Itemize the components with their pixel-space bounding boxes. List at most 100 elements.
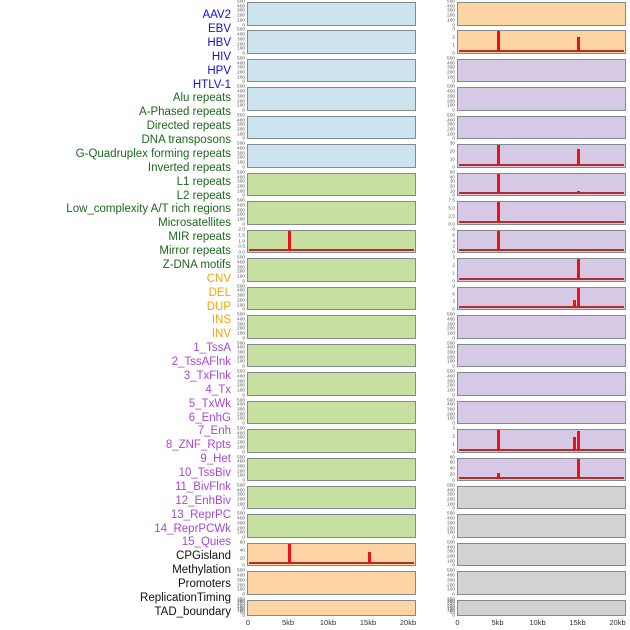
y-tick-label: 500: [237, 255, 245, 261]
track-panel: [247, 542, 416, 567]
y-tick-label: 100: [237, 188, 245, 194]
y-tick-label: 2: [451, 35, 455, 41]
y-tick-label: 300: [237, 264, 245, 270]
y-tick-label: 300: [237, 8, 245, 14]
y-tick-label: 0.5: [238, 244, 245, 250]
feature-label: ReplicationTiming: [140, 591, 231, 604]
y-tick-label: 0: [451, 364, 455, 370]
track-panel: [456, 429, 626, 453]
y-tick-label: 200: [237, 184, 245, 189]
track-panel: [456, 343, 626, 368]
track-panel: [247, 258, 416, 282]
y-tick-label: 3: [451, 27, 455, 33]
y-tick-label: 200: [237, 468, 245, 474]
y-tick-label: 0: [451, 449, 455, 455]
track-panel: [456, 30, 626, 54]
y-tick-label: 400: [237, 260, 245, 265]
y-tick-label: 300: [237, 179, 245, 185]
y-tick-label: 100: [446, 608, 455, 614]
y-tick-label: 4: [451, 238, 455, 244]
y-tick-label: 500: [237, 369, 245, 375]
y-tick-label: 0: [242, 563, 245, 569]
y-tick-label: 0: [242, 22, 245, 28]
signal-spike-bar: [577, 287, 580, 309]
track-panel: [456, 485, 626, 510]
y-tick-label: 3: [451, 299, 455, 305]
y-tick-label: 400: [237, 487, 245, 493]
y-tick-label: 500: [237, 340, 245, 346]
y-tick-label: 300: [237, 350, 245, 356]
y-tick-label: 60: [239, 540, 245, 545]
y-tick-label: 200: [237, 355, 245, 360]
track-panel: [247, 30, 416, 54]
track-panel: [247, 571, 416, 595]
y-tick-label: 250: [237, 601, 245, 607]
y-tick-label: 100: [446, 388, 455, 393]
signal-baseline: [458, 49, 624, 52]
y-tick-label: 500: [237, 170, 245, 175]
y-tick-label: 400: [446, 3, 455, 9]
y-tick-label: 100: [446, 416, 455, 422]
y-tick-label: 500: [446, 511, 455, 517]
track-panel: [456, 542, 626, 567]
y-tick-label: 300: [237, 407, 245, 413]
feature-label: HTLV-1: [192, 78, 231, 91]
y-tick-label: 0: [242, 449, 245, 455]
feature-label: 13_ReprPC: [170, 508, 231, 521]
y-tick-label: 400: [446, 374, 455, 379]
y-tick-label: 500: [237, 56, 245, 61]
track-panel: [247, 87, 416, 111]
y-tick-label: 300: [237, 94, 245, 99]
signal-spike-bar: [287, 230, 291, 252]
track-panel: [456, 172, 626, 197]
feature-label: L1 repeats: [176, 175, 231, 188]
y-tick-label: 1: [451, 441, 455, 447]
y-tick-label: 400: [446, 345, 455, 351]
feature-label: 4_Tx: [205, 383, 231, 396]
y-tick-label: 0: [242, 612, 245, 618]
track-panel: [247, 315, 416, 339]
y-tick-label: 9: [451, 283, 455, 289]
y-tick-label: 30: [449, 179, 455, 185]
signal-spike-bar: [497, 145, 500, 166]
feature-label: MIR repeats: [168, 231, 231, 244]
track-panel: [247, 429, 416, 453]
y-tick-label: 1: [451, 43, 455, 49]
y-tick-label: 6: [451, 232, 455, 238]
track-panel: [456, 144, 626, 168]
signal-spike-bar: [577, 191, 580, 195]
y-tick-label: 0: [451, 165, 455, 170]
feature-label: INS: [211, 314, 231, 327]
y-tick-label: 100: [237, 445, 245, 450]
y-tick-label: 400: [237, 516, 245, 522]
signal-baseline: [458, 448, 624, 451]
y-tick-label: 300: [237, 492, 245, 498]
feature-label: L2 repeats: [176, 189, 231, 202]
feature-label: 10_TssBiv: [178, 467, 231, 480]
track-panel: [456, 2, 626, 26]
y-tick-label: 6: [451, 291, 455, 297]
y-tick-label: 100: [237, 302, 245, 308]
y-tick-label: 500: [237, 397, 245, 403]
signal-spike-bar: [287, 543, 291, 565]
y-tick-label: 500: [237, 568, 245, 574]
x-tick-label: 0: [245, 617, 251, 627]
track-panel: [456, 115, 626, 140]
y-tick-label: 100: [237, 359, 245, 365]
y-tick-label: 300: [446, 65, 455, 71]
y-tick-label: 200: [237, 298, 245, 303]
x-tick-label: 0: [455, 617, 460, 627]
y-tick-label: 400: [237, 317, 245, 322]
y-tick-label: 0: [451, 421, 455, 427]
track-panel: [456, 286, 626, 311]
y-tick-label: 300: [446, 94, 455, 99]
feature-label: 1_TssA: [193, 342, 231, 355]
signal-baseline: [458, 192, 624, 195]
y-tick-label: 400: [446, 60, 455, 66]
y-tick-label: 150: [237, 606, 245, 611]
y-tick-label: 0: [451, 307, 455, 313]
track-panel: [247, 115, 416, 140]
feature-label: AAV2: [202, 9, 231, 22]
y-tick-label: 100: [237, 331, 245, 337]
